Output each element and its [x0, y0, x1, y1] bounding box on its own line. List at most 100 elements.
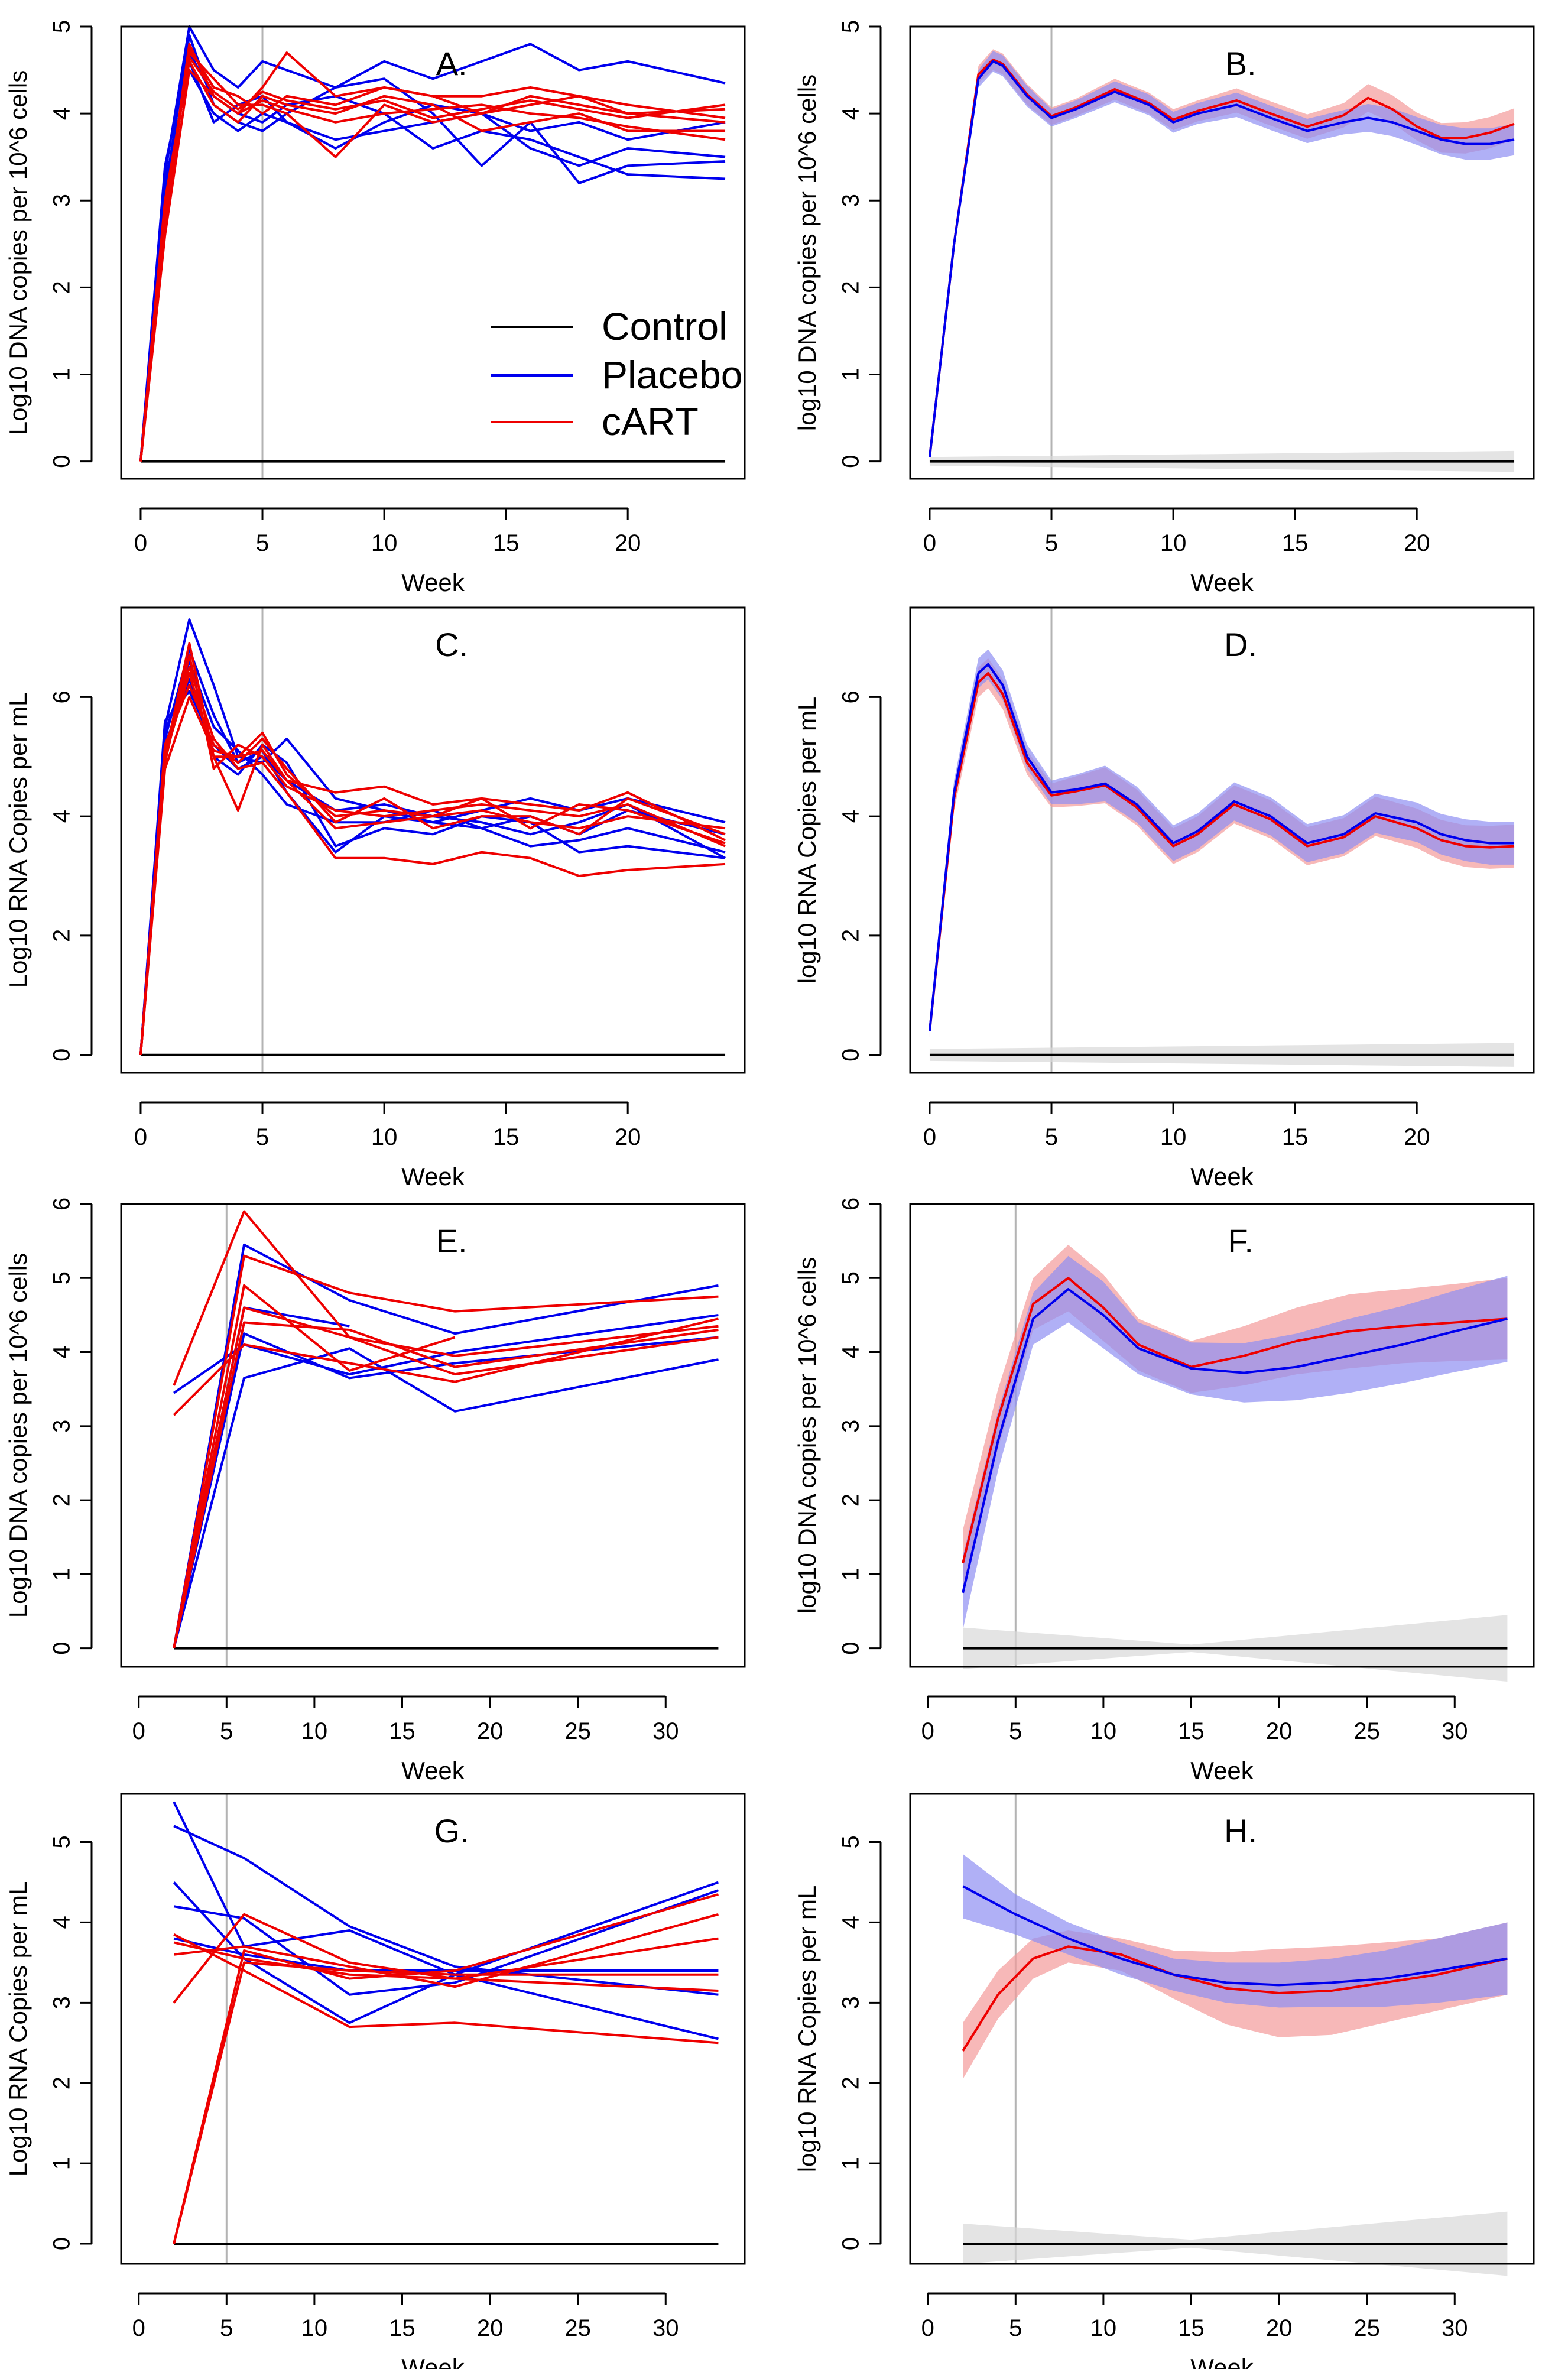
placebo-series-line	[139, 660, 726, 1055]
x-tick-label: 5	[220, 2315, 233, 2341]
cart-series-line	[173, 1306, 719, 1649]
x-axis-title: Week	[1190, 569, 1254, 596]
x-tick-label: 30	[652, 1718, 679, 1744]
placebo-series-line	[139, 60, 726, 462]
x-tick-label: 0	[921, 1718, 934, 1744]
x-tick-label: 30	[652, 2315, 679, 2341]
x-tick-label: 15	[1282, 1124, 1309, 1150]
x-axis-title: Week	[401, 1163, 465, 1190]
cart-fit-line	[962, 1945, 1508, 2052]
y-tick-label: 5	[49, 20, 75, 33]
cart-fit-line	[928, 58, 1515, 457]
y-tick-label: 2	[49, 929, 75, 942]
y-tick-label: 3	[838, 1996, 864, 2009]
placebo-series-line	[173, 1243, 719, 1649]
x-tick-label: 15	[389, 1718, 415, 1744]
panel-letter: F.	[1228, 1222, 1254, 1260]
x-tick-label: 10	[1090, 1718, 1117, 1744]
x-tick-label: 10	[1160, 530, 1187, 556]
plot-frame	[120, 606, 746, 1074]
plot-frame	[909, 25, 1535, 480]
x-tick-label: 0	[134, 1124, 147, 1150]
x-axis: 0 5 10 15 20 Week	[923, 1101, 1430, 1190]
cart-series-line	[139, 69, 726, 462]
panel-letter: B.	[1225, 45, 1257, 82]
y-tick-label: 4	[838, 107, 864, 120]
plot-frame	[120, 25, 746, 480]
cart-series-line	[139, 47, 726, 462]
y-tick-label: 5	[49, 1835, 75, 1848]
y-tick-label: 4	[49, 810, 75, 823]
x-tick-label: 20	[1266, 1718, 1293, 1744]
y-axis-title: Log10 RNA Copies per mL	[4, 1881, 32, 2177]
x-tick-label: 20	[615, 1124, 641, 1150]
legend-item-control: Control	[491, 304, 728, 348]
x-tick-label: 0	[132, 1718, 145, 1744]
x-axis-title: Week	[401, 569, 465, 596]
panel-h: 0 5 10 15 20 25 30 Week 0 1 2 3 4 5 log10 RNA Copies p…	[793, 1793, 1535, 2369]
cart-series-line	[173, 1913, 719, 2004]
placebo-series-line	[173, 1801, 719, 2040]
y-tick-label: 0	[49, 455, 75, 468]
y-axis-title: log10 RNA Copies per mL	[793, 697, 821, 984]
panel-f: 0 5 10 15 20 25 30 Week 0 1 2 3 4 5 6 log10 DNA copies …	[793, 1198, 1535, 1784]
cart-series-line	[139, 642, 726, 1055]
x-tick-label: 25	[1353, 1718, 1380, 1744]
y-axis: 0 1 2 3 4 5 6 log10 DNA copies per 10^6 cells	[793, 1198, 882, 1655]
y-tick-label: 3	[49, 1996, 75, 2009]
x-tick-label: 10	[371, 530, 398, 556]
x-tick-label: 5	[1009, 1718, 1022, 1744]
panel-g: 0 5 10 15 20 25 30 Week 0 1 2 3 4 5 Log10 RNA Copies p…	[4, 1793, 746, 2369]
y-tick-label: 2	[49, 1494, 75, 1507]
panel-letter: C.	[435, 626, 468, 663]
panel-c: 0 5 10 15 20 Week 0 2 4 6 Log10 RNA Copies per mL C…	[4, 606, 746, 1190]
x-tick-label: 5	[1009, 2315, 1022, 2341]
placebo-series-line	[139, 34, 726, 462]
placebo-fit-line	[928, 60, 1515, 457]
y-tick-label: 1	[49, 2157, 75, 2170]
placebo-series-line	[173, 1313, 719, 1394]
y-tick-label: 1	[838, 368, 864, 381]
y-tick-label: 5	[838, 1271, 864, 1284]
y-tick-label: 0	[838, 1049, 864, 1062]
placebo-fit-line	[962, 1885, 1508, 1987]
y-tick-label: 6	[838, 690, 864, 703]
y-axis: 0 1 2 3 4 5 log10 DNA copies per 10^6 cells	[793, 20, 882, 468]
plot-frame	[120, 1203, 746, 1668]
legend-label: cART	[602, 400, 699, 443]
x-tick-label: 30	[1442, 2315, 1468, 2341]
x-tick-label: 25	[564, 1718, 591, 1744]
y-axis-title: log10 DNA copies per 10^6 cells	[793, 74, 821, 431]
placebo-series-line	[173, 1825, 719, 1996]
x-axis-title: Week	[401, 1757, 465, 1784]
x-tick-label: 10	[1090, 2315, 1117, 2341]
cart-series-line	[139, 671, 726, 1055]
y-tick-label: 5	[49, 1271, 75, 1284]
y-tick-label: 1	[838, 1568, 864, 1581]
y-tick-label: 6	[838, 1198, 864, 1211]
y-tick-label: 0	[49, 1642, 75, 1655]
x-axis: 0 5 10 15 20 25 30 Week	[921, 1695, 1468, 1784]
plot-frame	[120, 1793, 746, 2265]
cart-series-line	[173, 1254, 719, 1649]
y-tick-label: 5	[838, 1835, 864, 1848]
y-tick-label: 0	[49, 2237, 75, 2250]
panel-letter: D.	[1224, 626, 1257, 663]
placebo-series-line	[139, 648, 726, 1055]
y-axis-title: Log10 RNA Copies per mL	[4, 693, 32, 988]
x-tick-label: 15	[1178, 2315, 1205, 2341]
placebo-series-line	[139, 618, 726, 1055]
y-axis-title: log10 DNA copies per 10^6 cells	[793, 1257, 821, 1614]
x-tick-label: 0	[921, 2315, 934, 2341]
cart-series-line	[173, 1933, 719, 2045]
placebo-ci-band	[929, 649, 1515, 1037]
cart-fit-line	[928, 671, 1515, 1031]
legend-item-cart: cART	[491, 400, 699, 443]
cart-series-line	[173, 1284, 456, 1649]
y-tick-label: 2	[838, 929, 864, 942]
cart-series-line	[173, 1961, 719, 2244]
y-tick-label: 0	[838, 1642, 864, 1655]
y-tick-label: 4	[49, 107, 75, 120]
cart-fit-line	[962, 1277, 1508, 1564]
